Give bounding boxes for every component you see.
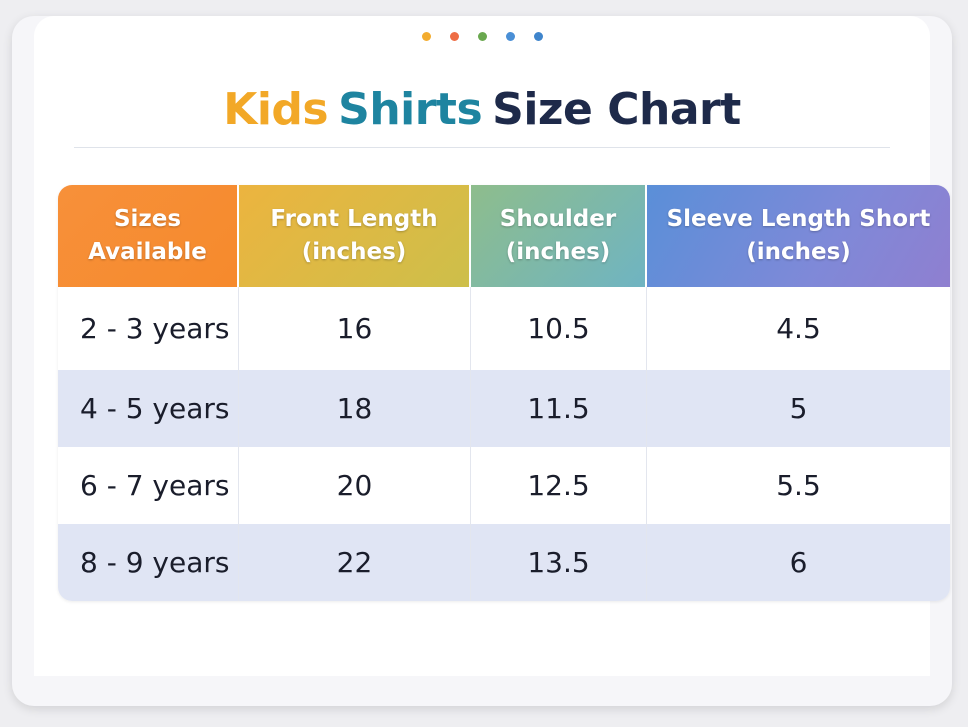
size-chart-card: Kids Shirts Size Chart Sizes Available Fro… — [12, 16, 952, 706]
sleeve-cell: 4.5 — [776, 312, 821, 345]
sleeve-cell: 5 — [789, 392, 808, 425]
size-cell: 4 - 5 years — [58, 370, 239, 447]
front-length-cell: 18 — [239, 370, 471, 447]
size-cell: 6 - 7 years — [58, 447, 239, 524]
shoulder-cell: 11.5 — [471, 370, 647, 447]
page-title: Kids Shirts Size Chart — [34, 84, 930, 135]
front-length-cell: 20 — [239, 447, 471, 524]
title-part-size-chart: Size Chart — [492, 84, 741, 135]
column-header-sleeve-length: Sleeve Length Short (inches) — [647, 185, 950, 287]
size-table: Sizes Available Front Length (inches) Sh… — [58, 185, 950, 601]
table-row: 2 - 3 years 16 10.5 4.5 — [58, 287, 950, 370]
table-row: 6 - 7 years 20 12.5 5.5 — [58, 447, 950, 524]
title-divider — [74, 147, 890, 148]
size-cell: 8 - 9 years — [58, 524, 239, 601]
dot-icon — [477, 32, 487, 41]
column-header-shoulder: Shoulder (inches) — [471, 185, 647, 287]
dot-icon — [505, 32, 515, 41]
title-part-kids: Kids — [223, 84, 329, 135]
table-row: 8 - 9 years 22 13.5 6 — [58, 524, 950, 601]
table-row: 4 - 5 years 18 11.5 5 — [58, 370, 950, 447]
column-header-front-length: Front Length (inches) — [239, 185, 471, 287]
dot-icon — [421, 32, 431, 41]
decorative-dots — [34, 32, 930, 41]
table-header-row: Sizes Available Front Length (inches) Sh… — [58, 185, 950, 287]
column-header-sizes: Sizes Available — [58, 185, 239, 287]
front-length-cell: 16 — [239, 287, 471, 370]
title-part-shirts: Shirts — [338, 84, 483, 135]
card-content: Kids Shirts Size Chart Sizes Available Fro… — [34, 16, 950, 676]
shoulder-cell: 13.5 — [471, 524, 647, 601]
shoulder-cell: 10.5 — [471, 287, 647, 370]
front-length-cell: 22 — [239, 524, 471, 601]
size-cell: 2 - 3 years — [58, 287, 239, 370]
dot-icon — [533, 32, 543, 41]
sleeve-cell: 6 — [789, 546, 808, 579]
sleeve-cell: 5.5 — [776, 469, 821, 502]
shoulder-cell: 12.5 — [471, 447, 647, 524]
dot-icon — [449, 32, 459, 41]
